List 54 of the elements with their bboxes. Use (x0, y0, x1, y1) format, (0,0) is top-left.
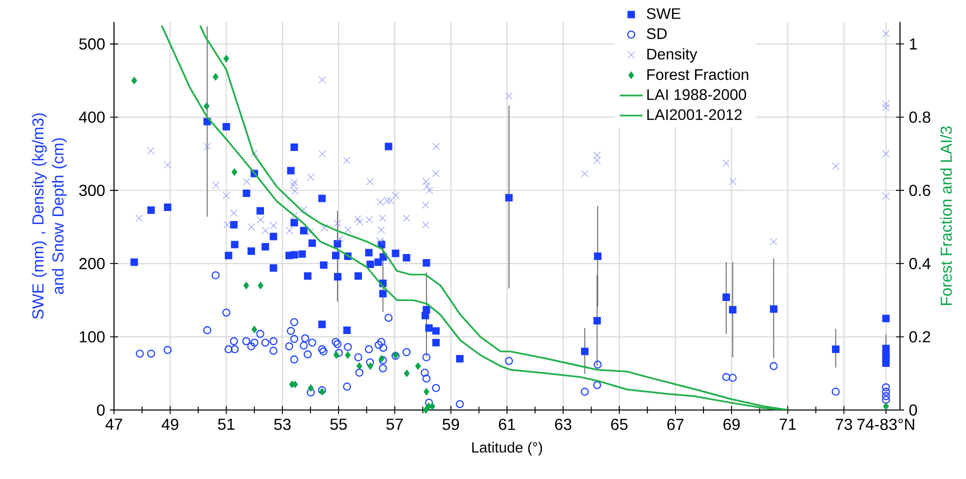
y-tick-label: 300 (79, 184, 105, 196)
point (251, 326, 258, 334)
point (344, 351, 351, 359)
x-tick-label: 71 (780, 418, 796, 430)
x-tick-label: 47 (105, 418, 122, 430)
x-tick-label: 59 (442, 418, 459, 430)
point (223, 54, 230, 62)
y2-tick-label: 0.2 (909, 331, 930, 342)
point (243, 282, 250, 290)
x-tick-label: 49 (162, 418, 178, 430)
point (415, 362, 421, 370)
x-tick-label: 65 (611, 418, 628, 430)
point (356, 362, 362, 370)
x-tick-label: 67 (667, 418, 684, 430)
legend-label: SWE (646, 8, 680, 20)
legend-label: LAI2001-2012 (647, 109, 742, 120)
y-axis-title: SWE (mm) , Density (kg/m3) and Snow Depth (cm) (32, 113, 67, 319)
x-axis-title: Latitude (°) (472, 442, 542, 456)
x-tick-label: 53 (274, 418, 291, 430)
x-tick-label: 61 (498, 418, 516, 430)
x-tick-label: 57 (386, 418, 403, 430)
y2-axis-title: Forest Fraction and LAI/3 (940, 126, 952, 305)
x-tick-label: 73 (836, 418, 852, 430)
point (424, 388, 430, 396)
y2-tick-label: 0.4 (909, 258, 930, 270)
point (883, 402, 889, 410)
point (204, 102, 210, 110)
y-tick-label: 400 (78, 112, 105, 123)
point (232, 168, 238, 176)
y-tick-label: 500 (79, 38, 105, 50)
point (258, 282, 264, 290)
x-tick-label: 55 (330, 418, 347, 430)
legend-label: Forest Fraction (647, 68, 748, 80)
x-tick-label: 51 (218, 418, 234, 430)
legend-label: Density (647, 48, 698, 63)
y2-tick-label: 0.8 (909, 112, 930, 123)
point (404, 370, 410, 378)
point (378, 355, 384, 362)
y2-tick-label: 0.6 (909, 184, 930, 196)
legend-label: LAI 1988-2000 (647, 89, 746, 100)
y-tick-label: 200 (79, 258, 105, 270)
y2-tick-label: 0 (909, 404, 917, 416)
legend-label: SD (646, 28, 667, 40)
point (423, 406, 429, 414)
x-tick-label: 69 (723, 418, 740, 430)
point (333, 351, 340, 359)
x-tick-label: 74-83°N (857, 418, 914, 430)
x-tick-label: 63 (555, 418, 572, 430)
y-tick-label: 0 (97, 404, 105, 416)
point (212, 73, 218, 81)
point (367, 362, 374, 370)
point (131, 76, 138, 84)
y-tick-label: 100 (80, 331, 105, 342)
y2-tick-label: 1 (910, 38, 917, 50)
